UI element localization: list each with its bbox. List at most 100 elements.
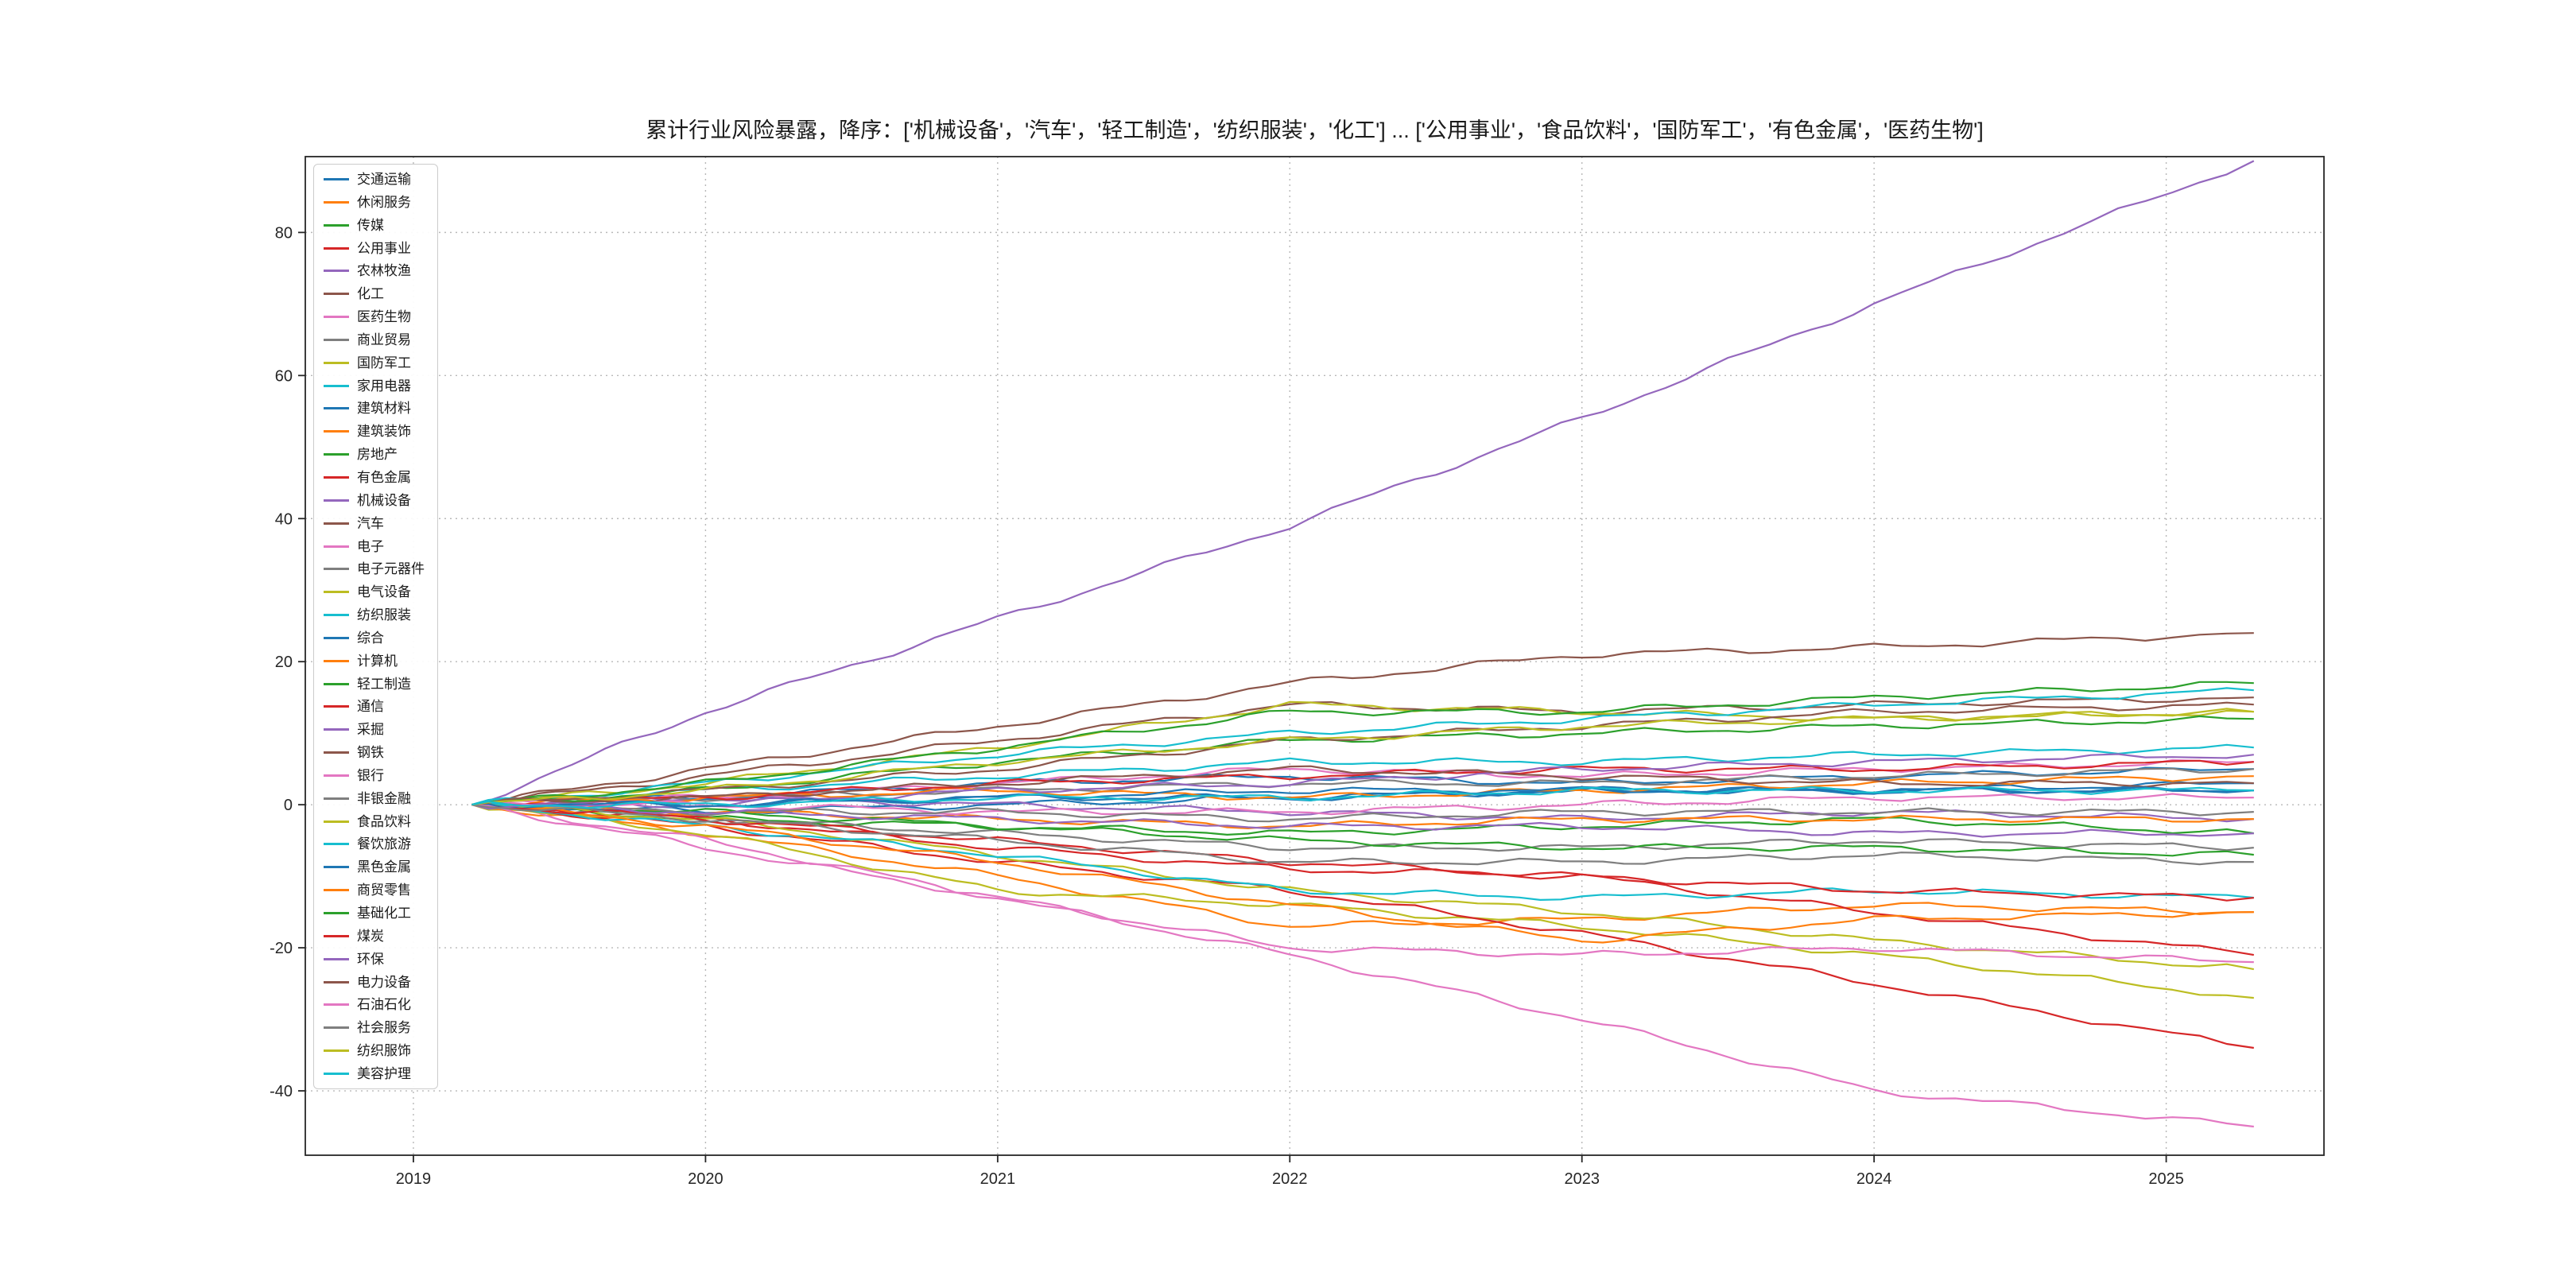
legend-swatch-icon bbox=[324, 728, 349, 731]
legend-label: 房地产 bbox=[357, 447, 398, 463]
legend-label: 计算机 bbox=[357, 653, 398, 669]
legend-label: 纺织服饰 bbox=[357, 1043, 411, 1059]
legend-item: 建筑装饰 bbox=[324, 425, 425, 438]
series-line-6 bbox=[471, 804, 2254, 1128]
legend-item: 轻工制造 bbox=[324, 677, 425, 691]
x-tick-label: 2020 bbox=[688, 1170, 724, 1188]
legend-swatch-icon bbox=[324, 453, 349, 456]
series-line-23 bbox=[471, 759, 2254, 806]
y-tick-label: 40 bbox=[275, 510, 293, 528]
legend-swatch-icon bbox=[324, 797, 349, 800]
series-line-28 bbox=[471, 804, 2255, 971]
legend-label: 电子 bbox=[357, 538, 384, 554]
legend-label: 化工 bbox=[357, 286, 384, 302]
legend-swatch-icon bbox=[324, 475, 349, 479]
series-line-3 bbox=[471, 801, 2254, 956]
x-tick-label: 2022 bbox=[1272, 1170, 1308, 1188]
legend-swatch-icon bbox=[324, 545, 349, 548]
legend-label: 休闲服务 bbox=[357, 194, 411, 210]
legend-item: 综合 bbox=[324, 631, 425, 645]
series-line-1 bbox=[471, 804, 2254, 928]
legend-swatch-icon bbox=[324, 293, 349, 296]
series-line-12 bbox=[471, 803, 2254, 857]
legend-label: 非银金融 bbox=[357, 790, 411, 806]
y-tick-label: 60 bbox=[275, 367, 293, 385]
legend-label: 煤炭 bbox=[357, 928, 384, 944]
y-tick-label: -20 bbox=[270, 940, 293, 957]
legend-item: 化工 bbox=[324, 287, 425, 301]
legend-label: 环保 bbox=[357, 951, 384, 967]
legend-swatch-icon bbox=[324, 338, 349, 341]
legend-swatch-icon bbox=[324, 361, 349, 364]
y-tick-label: 80 bbox=[275, 224, 293, 242]
legend-label: 基础化工 bbox=[357, 906, 411, 921]
legend-item: 钢铁 bbox=[324, 746, 425, 759]
legend-label: 建筑装饰 bbox=[357, 424, 411, 440]
series-line-25 bbox=[471, 765, 2254, 806]
legend-swatch-icon bbox=[324, 430, 349, 433]
legend-label: 综合 bbox=[357, 630, 384, 646]
legend-label: 机械设备 bbox=[357, 492, 411, 508]
legend-label: 交通运输 bbox=[357, 172, 411, 187]
legend-item: 煤炭 bbox=[324, 929, 425, 943]
legend-item: 银行 bbox=[324, 769, 425, 782]
legend-label: 电气设备 bbox=[357, 584, 411, 600]
series-line-15 bbox=[471, 632, 2254, 806]
y-tick-label: -40 bbox=[270, 1083, 293, 1100]
series-line-22 bbox=[471, 681, 2254, 806]
legend-item: 建筑材料 bbox=[324, 402, 425, 415]
legend-swatch-icon bbox=[324, 820, 349, 823]
legend-item: 采掘 bbox=[324, 723, 425, 736]
x-tick-label: 2019 bbox=[396, 1170, 432, 1188]
legend-swatch-icon bbox=[324, 1026, 349, 1030]
legend-label: 建筑材料 bbox=[357, 401, 411, 417]
series-line-13 bbox=[471, 803, 2254, 1049]
legend-swatch-icon bbox=[324, 659, 349, 662]
legend-swatch-icon bbox=[324, 178, 349, 180]
legend-swatch-icon bbox=[324, 636, 349, 639]
legend-label: 有色金属 bbox=[357, 469, 411, 485]
legend-swatch-icon bbox=[324, 705, 349, 708]
legend-label: 公用事业 bbox=[357, 240, 411, 256]
legend-swatch-icon bbox=[324, 499, 349, 502]
legend-item: 黑色金属 bbox=[324, 860, 425, 874]
legend-swatch-icon bbox=[324, 316, 349, 319]
legend-item: 商贸零售 bbox=[324, 883, 425, 897]
legend-swatch-icon bbox=[324, 751, 349, 755]
legend-label: 轻工制造 bbox=[357, 676, 411, 692]
legend-label: 石油石化 bbox=[357, 997, 411, 1013]
legend-label: 采掘 bbox=[357, 722, 384, 738]
x-tick-label: 2025 bbox=[2148, 1170, 2184, 1188]
legend-label: 银行 bbox=[357, 767, 384, 783]
legend-item: 家用电器 bbox=[324, 379, 425, 393]
legend-item: 电子元器件 bbox=[324, 562, 425, 576]
legend-item: 机械设备 bbox=[324, 494, 425, 507]
legend-label: 食品饮料 bbox=[357, 813, 411, 829]
legend-swatch-icon bbox=[324, 843, 349, 846]
legend-item: 电力设备 bbox=[324, 976, 425, 989]
legend-label: 医药生物 bbox=[357, 309, 411, 325]
legend-label: 农林牧渔 bbox=[357, 263, 411, 279]
legend-label: 商贸零售 bbox=[357, 883, 411, 898]
legend-swatch-icon bbox=[324, 866, 349, 869]
legend-swatch-icon bbox=[324, 774, 349, 777]
legend-item: 食品饮料 bbox=[324, 815, 425, 828]
legend-swatch-icon bbox=[324, 522, 349, 525]
legend-swatch-icon bbox=[324, 246, 349, 250]
legend-item: 社会服务 bbox=[324, 1021, 425, 1034]
legend: 交通运输 休闲服务 传媒 公用事业 农林牧渔 化工 医药生物 商业贸易 国防军工 家用电器 建筑材料… bbox=[313, 164, 438, 1089]
legend-swatch-icon bbox=[324, 1072, 349, 1075]
x-tick-label: 2023 bbox=[1564, 1170, 1600, 1188]
series-line-36 bbox=[471, 804, 2254, 964]
legend-swatch-icon bbox=[324, 889, 349, 892]
y-tick-label: 0 bbox=[284, 797, 293, 814]
legend-swatch-icon bbox=[324, 912, 349, 914]
legend-item: 公用事业 bbox=[324, 242, 425, 255]
legend-item: 环保 bbox=[324, 952, 425, 966]
series-line-38 bbox=[471, 708, 2254, 806]
legend-item: 非银金融 bbox=[324, 792, 425, 805]
legend-item: 纺织服饰 bbox=[324, 1044, 425, 1057]
legend-label: 传媒 bbox=[357, 217, 384, 233]
legend-item: 有色金属 bbox=[324, 471, 425, 484]
